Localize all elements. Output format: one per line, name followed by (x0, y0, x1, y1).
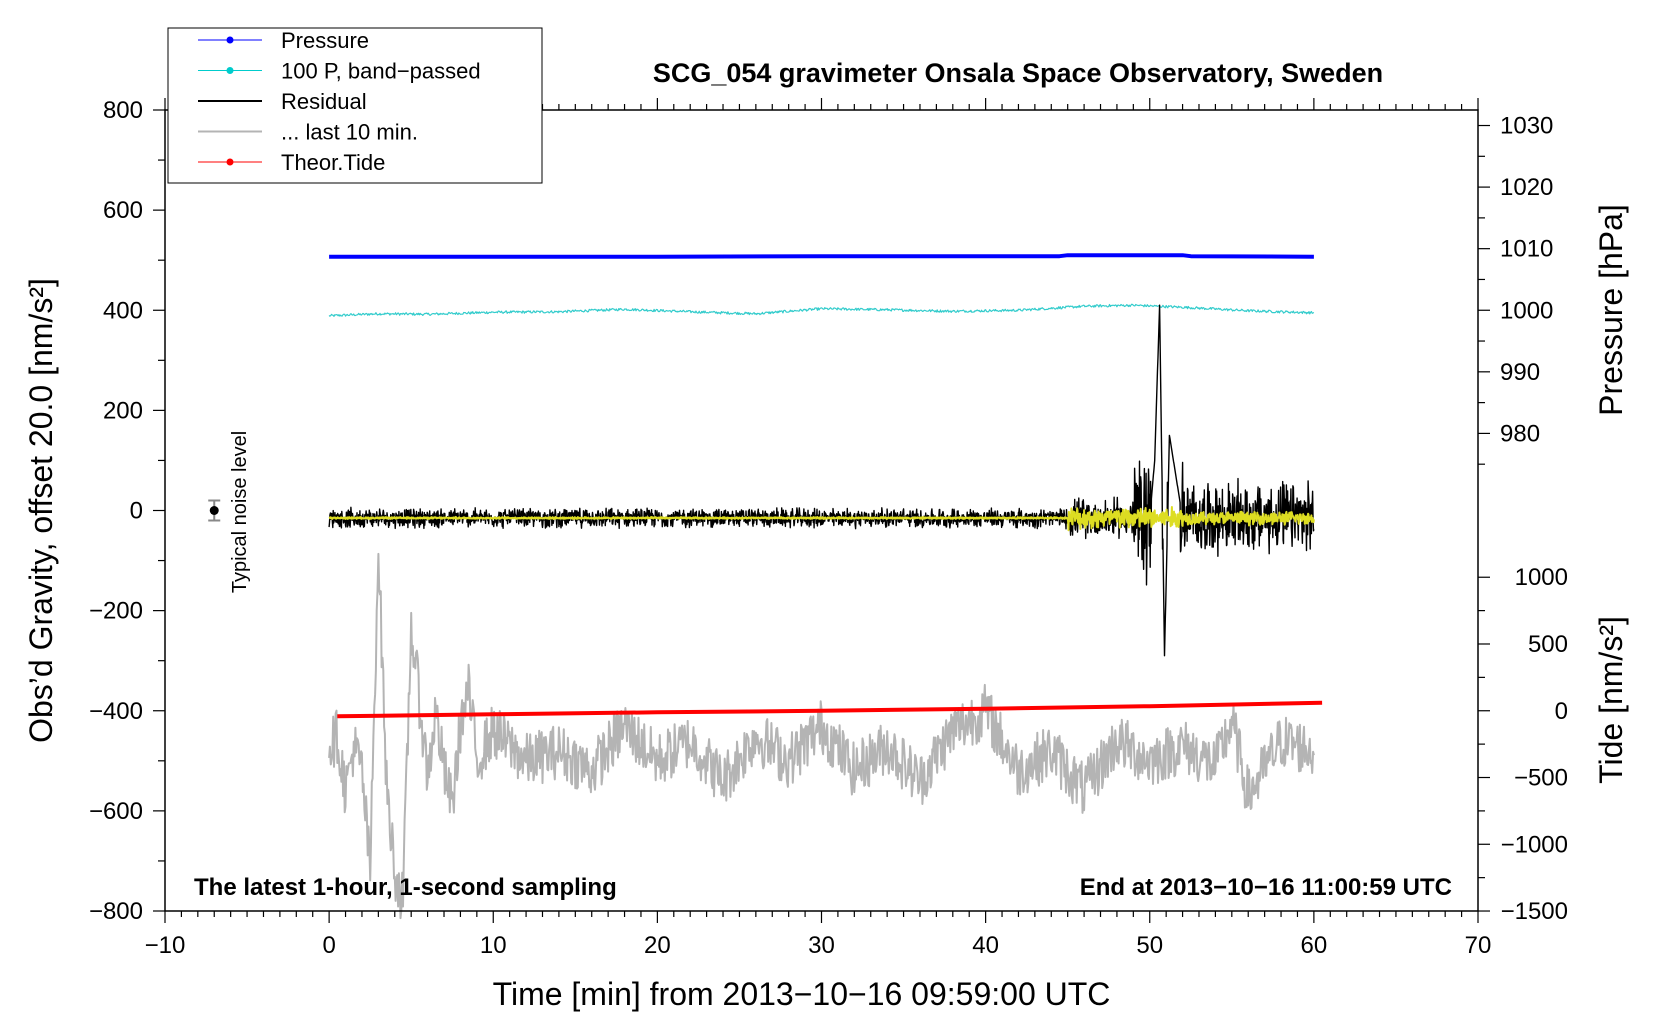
x-tick-label: 30 (808, 932, 835, 959)
pressure-tick-label: 1030 (1500, 113, 1553, 140)
series-line-0 (329, 253, 1314, 259)
tide-tick-label: 0 (1555, 698, 1568, 725)
pressure-axis-title: Pressure [hPa] (1593, 204, 1629, 416)
chart-title: SCG_054 gravimeter Onsala Space Observat… (653, 58, 1383, 88)
legend-label: ... last 10 min. (281, 120, 418, 145)
y-tick-label: −400 (89, 698, 143, 725)
legend-label: Theor.Tide (281, 150, 385, 175)
tide-tick-label: −500 (1514, 765, 1568, 792)
x-tick-label: 20 (644, 932, 671, 959)
legend-label: 100 P, band−passed (281, 59, 481, 84)
tide-axis-title: Tide [nm/s²] (1593, 616, 1629, 784)
tide-tick-label: −1000 (1501, 831, 1568, 858)
tide-tick-label: 500 (1528, 631, 1568, 658)
y-axis-title: Obs’d Gravity, offset 20.0 [nm/s²] (23, 278, 59, 743)
series-line-3 (328, 506, 1315, 532)
y-tick-label: 800 (103, 97, 143, 124)
y-tick-label: 0 (130, 498, 143, 525)
note-right: End at 2013−10−16 11:00:59 UTC (1080, 874, 1452, 901)
series-line-1 (328, 303, 1315, 317)
legend-label: Residual (281, 89, 367, 114)
noise-label: Typical noise level (229, 431, 251, 593)
noise-marker-dot (209, 506, 219, 515)
pressure-tick-label: 1000 (1500, 297, 1553, 324)
y-tick-label: 200 (103, 397, 143, 424)
tide-tick-label: −1500 (1501, 898, 1568, 925)
y-tick-label: −200 (89, 598, 143, 625)
legend-swatch-dot (226, 36, 234, 44)
x-axis-title: Time [min] from 2013−10−16 09:59:00 UTC (493, 976, 1111, 1012)
x-tick-label: 0 (322, 932, 335, 959)
pressure-tick-label: 980 (1500, 420, 1540, 447)
tide-tick-label: 1000 (1515, 564, 1568, 591)
y-tick-label: 400 (103, 297, 143, 324)
x-tick-label: 70 (1465, 932, 1492, 959)
pressure-tick-label: 1020 (1500, 174, 1553, 201)
pressure-tick-label: 990 (1500, 359, 1540, 386)
x-tick-label: 60 (1301, 932, 1328, 959)
series-line-5 (337, 700, 1323, 719)
x-tick-label: −10 (145, 932, 186, 959)
x-tick-label: 40 (972, 932, 999, 959)
legend-box (167, 27, 543, 184)
legend-swatch-dot (226, 67, 234, 74)
y-tick-label: −600 (89, 798, 143, 825)
x-tick-label: 50 (1136, 932, 1163, 959)
y-tick-label: −800 (89, 898, 143, 925)
legend-swatch-dot (226, 158, 234, 166)
series-line-2 (328, 304, 1315, 657)
note-left: The latest 1-hour, 1-second sampling (194, 874, 617, 901)
legend-label: Pressure (281, 28, 369, 53)
pressure-tick-label: 1010 (1500, 236, 1553, 263)
y-tick-label: 600 (103, 197, 143, 224)
x-tick-label: 10 (480, 932, 507, 959)
